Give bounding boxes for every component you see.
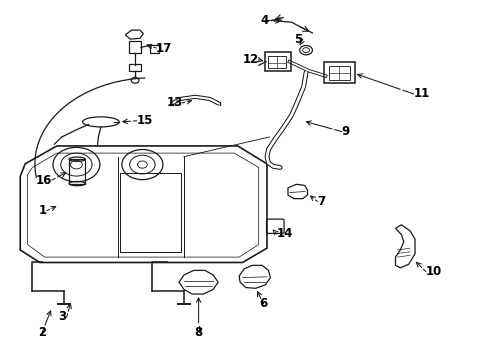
Text: 1: 1 [39, 204, 47, 217]
Text: 5: 5 [294, 33, 303, 46]
Text: 6: 6 [259, 297, 268, 310]
Bar [69, 159, 85, 184]
Bar [150, 45, 159, 53]
Text: 3: 3 [58, 310, 67, 324]
Bar [129, 64, 141, 71]
Text: 16: 16 [36, 174, 52, 186]
Text: 9: 9 [342, 125, 350, 138]
Text: 12: 12 [243, 53, 259, 66]
Text: 7: 7 [318, 195, 325, 208]
Text: 8: 8 [195, 326, 203, 339]
Text: 15: 15 [137, 114, 153, 127]
Text: 4: 4 [260, 14, 269, 27]
Text: 11: 11 [414, 87, 430, 100]
Text: 2: 2 [38, 326, 46, 339]
Text: 10: 10 [426, 265, 442, 278]
Text: 14: 14 [277, 227, 293, 240]
Text: 13: 13 [166, 96, 182, 109]
Bar [129, 41, 141, 53]
Bar [121, 173, 181, 252]
Text: 17: 17 [156, 41, 172, 54]
